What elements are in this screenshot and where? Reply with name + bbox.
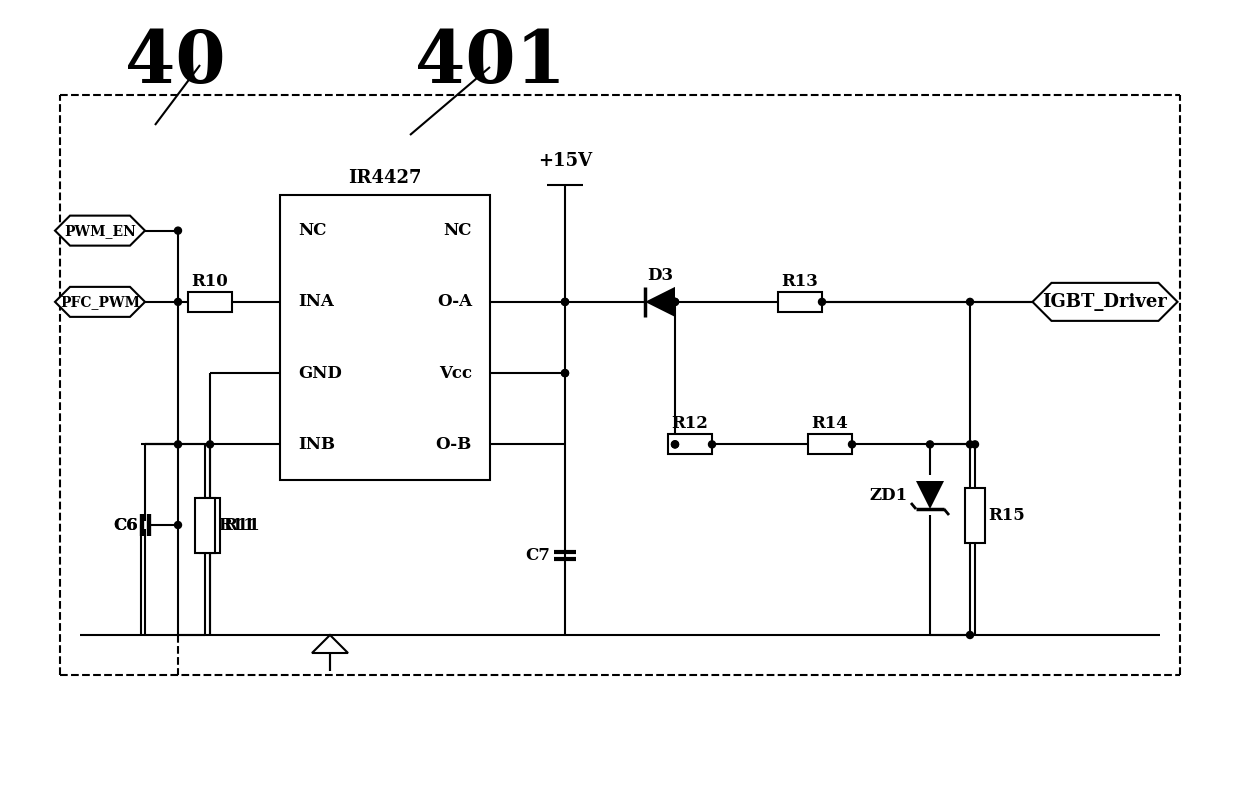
Polygon shape	[1033, 283, 1178, 321]
Circle shape	[562, 370, 568, 377]
Text: R14: R14	[812, 415, 848, 433]
Circle shape	[966, 441, 973, 448]
Text: NC: NC	[444, 222, 472, 239]
Text: 40: 40	[125, 27, 226, 98]
Text: R15: R15	[988, 506, 1024, 524]
Text: PWM_EN: PWM_EN	[64, 224, 136, 238]
Text: GND: GND	[298, 364, 342, 382]
Circle shape	[175, 441, 181, 448]
Circle shape	[562, 298, 568, 305]
Circle shape	[562, 298, 568, 305]
Text: D3: D3	[647, 267, 673, 284]
Text: +15V: +15V	[538, 152, 591, 170]
Circle shape	[966, 298, 973, 305]
Bar	[280, 195, 490, 480]
Text: IR4427: IR4427	[348, 169, 422, 187]
Text: R12: R12	[672, 415, 708, 433]
Bar	[965, 487, 985, 542]
Text: PFC_PWM: PFC_PWM	[60, 295, 140, 309]
Polygon shape	[916, 481, 944, 509]
Text: 401: 401	[414, 27, 565, 98]
Circle shape	[672, 298, 678, 305]
Circle shape	[818, 298, 826, 305]
Text: IGBT_Driver: IGBT_Driver	[1043, 293, 1167, 311]
Circle shape	[562, 370, 568, 377]
Circle shape	[672, 441, 678, 448]
Text: ZD1: ZD1	[870, 487, 908, 503]
Text: R10: R10	[192, 273, 228, 290]
Text: NC: NC	[298, 222, 326, 239]
Polygon shape	[55, 216, 145, 246]
Text: R11: R11	[218, 517, 254, 534]
Text: C7: C7	[525, 546, 551, 564]
Text: Vcc: Vcc	[439, 364, 472, 382]
Text: O-A: O-A	[436, 294, 472, 310]
Bar	[200, 498, 219, 553]
Text: C6: C6	[113, 517, 138, 534]
Text: O-B: O-B	[435, 436, 472, 453]
Polygon shape	[645, 287, 675, 317]
Circle shape	[926, 441, 934, 448]
Text: R11: R11	[223, 517, 259, 534]
Text: INA: INA	[298, 294, 334, 310]
Bar	[188, 292, 232, 312]
Text: INB: INB	[298, 436, 335, 453]
Circle shape	[672, 441, 678, 448]
Polygon shape	[55, 287, 145, 317]
Bar	[195, 498, 215, 553]
Circle shape	[966, 631, 973, 638]
Circle shape	[672, 298, 678, 305]
Circle shape	[175, 227, 181, 234]
Circle shape	[175, 298, 181, 305]
Text: C6: C6	[113, 517, 138, 534]
Text: R13: R13	[781, 273, 818, 290]
Circle shape	[207, 441, 213, 448]
Circle shape	[848, 441, 856, 448]
Bar	[777, 292, 822, 312]
Circle shape	[175, 521, 181, 528]
Bar	[808, 434, 852, 455]
Circle shape	[971, 441, 978, 448]
Bar	[668, 434, 712, 455]
Polygon shape	[312, 635, 348, 653]
Circle shape	[708, 441, 715, 448]
